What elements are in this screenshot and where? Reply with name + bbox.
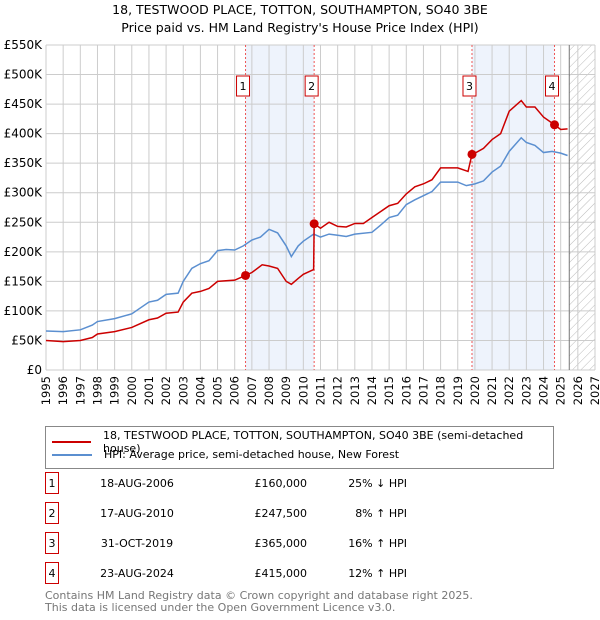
x-tick-label: 2007 (245, 376, 259, 405)
x-tick-label: 2011 (314, 376, 328, 405)
y-tick-label: £50K (11, 333, 43, 347)
x-tick-label: 2018 (434, 376, 448, 405)
shaded-range-1 (245, 45, 315, 370)
y-tick-label: £250K (4, 215, 44, 229)
sale-label-box-1 (236, 75, 251, 97)
sale-number: 3 (45, 532, 59, 554)
y-tick-label: £550K (4, 38, 44, 52)
sale-hpi-diff: 12% ↑ HPI (348, 566, 407, 580)
sale-label-box-3 (462, 75, 477, 97)
sale-price: £160,000 (254, 476, 308, 490)
sale-row: 1 18-AUG-2006 £160,000 25% ↓ HPI (45, 472, 407, 494)
sale-number: 4 (45, 562, 59, 584)
x-tick-label: 2005 (211, 376, 225, 405)
footer-licence: This data is licensed under the Open Gov… (45, 601, 396, 614)
x-tick-label: 2008 (262, 376, 276, 405)
x-tick-label: 2002 (159, 376, 173, 405)
y-tick-label: £450K (4, 97, 44, 111)
sale-label-4: 4 (549, 80, 556, 93)
y-tick-label: £150K (4, 274, 44, 288)
x-tick-label: 2004 (193, 376, 207, 405)
sale-label-box-4 (545, 75, 560, 97)
x-tick-label: 2006 (228, 376, 242, 405)
property-price-line (45, 99, 568, 343)
x-tick-label: 1995 (39, 376, 53, 405)
sale-price: £247,500 (254, 506, 308, 520)
x-tick-label: 2003 (176, 376, 190, 405)
x-tick-label: 1998 (90, 376, 104, 405)
sale-label-box-2 (304, 75, 319, 97)
hpi-line (45, 136, 568, 333)
y-tick-label: £0 (27, 363, 42, 377)
sale-date: 17-AUG-2010 (100, 506, 174, 520)
legend-label-property: 18, TESTWOOD PLACE, TOTTON, SOUTHAMPTON,… (103, 429, 524, 455)
sale-label-2: 2 (308, 80, 315, 93)
sale-number: 2 (45, 502, 59, 524)
sale-hpi-diff: 8% ↑ HPI (355, 506, 407, 520)
y-tick-label: £400K (4, 127, 44, 141)
y-tick-label: £100K (4, 304, 44, 318)
x-tick-label: 2016 (399, 376, 413, 405)
sale-row: 2 17-AUG-2010 £247,500 8% ↑ HPI (45, 502, 407, 524)
x-tick-label: 2001 (142, 376, 156, 405)
sale-number: 1 (45, 472, 59, 494)
x-tick-label: 2000 (125, 376, 139, 405)
x-tick-label: 2019 (451, 376, 465, 405)
x-tick-label: 2009 (279, 376, 293, 405)
x-tick-label: 2012 (331, 376, 345, 405)
x-tick-label: 2023 (519, 376, 533, 405)
x-tick-label: 2014 (365, 376, 379, 405)
x-tick-label: 2020 (468, 376, 482, 405)
y-tick-label: £300K (4, 186, 44, 200)
y-tick-label: £200K (4, 245, 44, 259)
x-tick-label: 2022 (502, 376, 516, 405)
legend-label-hpi: HPI: Average price, semi-detached house,… (104, 448, 400, 461)
shaded-range-2 (471, 45, 555, 370)
sale-price: £415,000 (254, 566, 308, 580)
y-tick-label: £500K (4, 68, 44, 82)
sale-point-3 (467, 149, 477, 159)
sale-point-2 (309, 219, 319, 229)
x-tick-label: 2025 (554, 376, 568, 405)
sale-label-3: 3 (466, 80, 473, 93)
y-tick-label: £350K (4, 156, 44, 170)
sale-row: 3 31-OCT-2019 £365,000 16% ↑ HPI (45, 532, 407, 554)
chart-title: 18, TESTWOOD PLACE, TOTTON, SOUTHAMPTON,… (112, 2, 488, 17)
sale-date: 23-AUG-2024 (100, 566, 174, 580)
forecast-hatch (569, 45, 595, 370)
sale-date: 18-AUG-2006 (100, 476, 174, 490)
legend: 18, TESTWOOD PLACE, TOTTON, SOUTHAMPTON,… (45, 426, 554, 469)
sale-price: £365,000 (254, 536, 308, 550)
plot-area: 1995 1996 1997 1998 1999 2000 2001 2002 2003 2004… (4, 38, 600, 405)
footer-copyright: Contains HM Land Registry data © Crown c… (45, 589, 473, 602)
sale-point-1 (241, 270, 251, 280)
x-tick-label: 2013 (348, 376, 362, 405)
legend-swatch-hpi (52, 453, 92, 456)
legend-swatch-property (52, 441, 92, 443)
sale-date: 31-OCT-2019 (100, 536, 174, 550)
x-tick-label: 1999 (108, 376, 122, 405)
sale-hpi-diff: 25% ↓ HPI (348, 476, 407, 490)
x-tick-label: 2027 (588, 376, 600, 405)
sale-hpi-diff: 16% ↑ HPI (348, 536, 407, 550)
sale-point-4 (550, 120, 560, 130)
sale-label-1: 1 (240, 80, 247, 93)
x-tick-label: 1997 (73, 376, 87, 405)
x-tick-label: 2017 (416, 376, 430, 405)
x-tick-label: 2015 (382, 376, 396, 405)
x-tick-label: 2026 (571, 376, 585, 405)
chart-subtitle: Price paid vs. HM Land Registry's House … (121, 20, 479, 35)
x-tick-label: 2024 (537, 376, 551, 405)
x-tick-label: 2021 (485, 376, 499, 405)
x-tick-label: 1996 (56, 376, 70, 405)
x-tick-label: 2010 (296, 376, 310, 405)
sale-row: 4 23-AUG-2024 £415,000 12% ↑ HPI (45, 562, 407, 584)
